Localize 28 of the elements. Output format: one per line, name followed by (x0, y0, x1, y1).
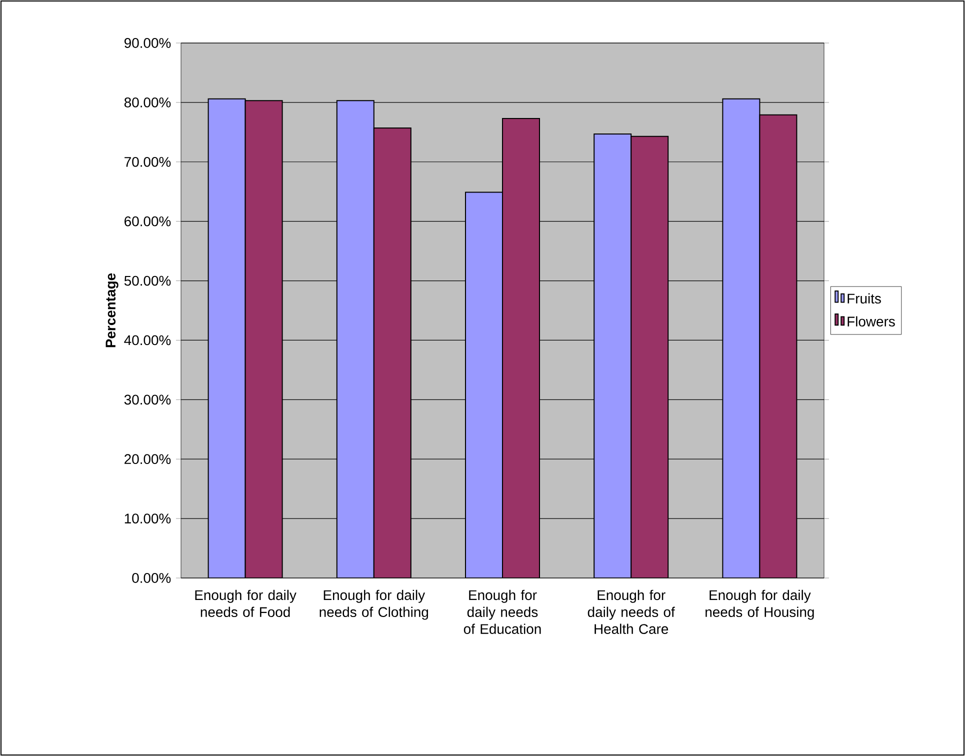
y-tick-label: 40.00% (124, 335, 171, 346)
bar (759, 114, 798, 578)
y-tick-label: 60.00% (124, 216, 171, 226)
x-tick-label: Enough for daily needs of Food (195, 590, 296, 618)
y-tick-label: 10.00% (124, 514, 171, 524)
bar (373, 128, 412, 578)
y-tick-label: 90.00% (124, 38, 171, 48)
x-tick-label: Enough for daily needs of Housing (706, 590, 814, 620)
bar (630, 136, 669, 578)
x-tick-label: Enough for daily needs of Education (464, 590, 541, 634)
bar (722, 98, 760, 578)
legend-label: Fruits (848, 293, 881, 304)
y-tick-label: 80.00% (124, 97, 171, 108)
legend-label: Flowers (848, 316, 895, 327)
y-tick-label: 30.00% (124, 394, 171, 405)
y-tick-label: 50.00% (124, 276, 171, 286)
y-axis-title: Percentage (106, 273, 118, 348)
bar (336, 100, 374, 578)
y-tick-label: 20.00% (124, 454, 171, 464)
bar (594, 133, 632, 578)
bar (208, 98, 246, 578)
bar (465, 192, 504, 578)
x-tick-label: Enough for daily needs of Clothing (320, 590, 428, 620)
bar (502, 118, 540, 578)
y-tick-label: 0.00% (132, 573, 171, 583)
y-tick-label: 70.00% (124, 156, 171, 167)
x-tick-label: Enough for daily needs of Health Care (588, 590, 675, 634)
bar (244, 100, 283, 578)
